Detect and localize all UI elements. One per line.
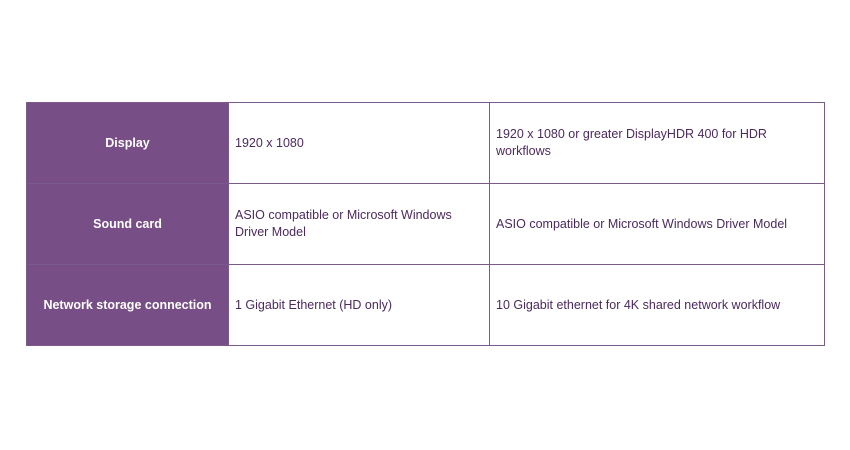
minimum-cell: 1920 x 1080 <box>228 102 490 184</box>
table-row: Display 1920 x 1080 1920 x 1080 or great… <box>26 102 825 184</box>
recommended-cell: 10 Gigabit ethernet for 4K shared networ… <box>489 264 825 346</box>
table-row: Sound card ASIO compatible or Microsoft … <box>26 183 825 265</box>
row-header: Network storage connection <box>26 264 229 346</box>
row-header: Sound card <box>26 183 229 265</box>
row-header: Display <box>26 102 229 184</box>
minimum-cell: ASIO compatible or Microsoft Windows Dri… <box>228 183 490 265</box>
minimum-cell: 1 Gigabit Ethernet (HD only) <box>228 264 490 346</box>
table-row: Network storage connection 1 Gigabit Eth… <box>26 264 825 346</box>
recommended-cell: 1920 x 1080 or greater DisplayHDR 400 fo… <box>489 102 825 184</box>
recommended-cell: ASIO compatible or Microsoft Windows Dri… <box>489 183 825 265</box>
requirements-table: Display 1920 x 1080 1920 x 1080 or great… <box>26 102 825 346</box>
